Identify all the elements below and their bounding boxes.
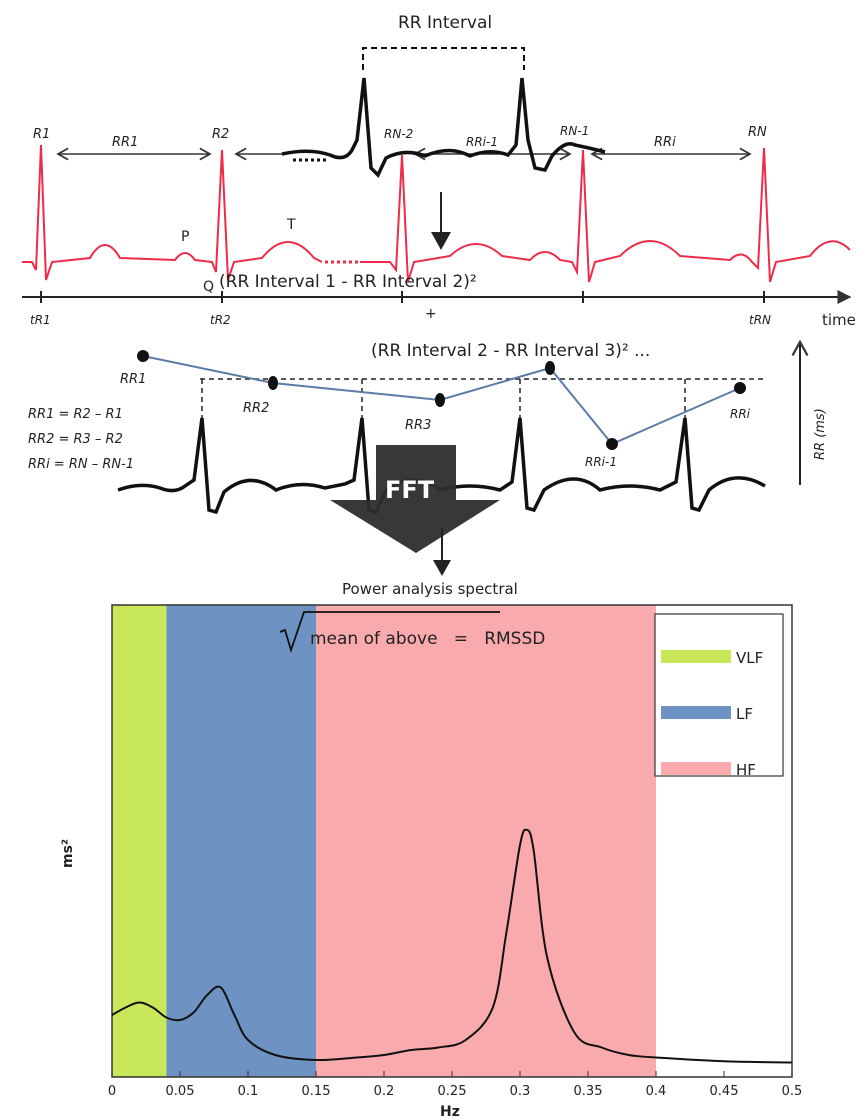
rn1-label: RN-1	[560, 124, 589, 138]
formula-line-1: (RR Interval 1 - RR Interval 2)²	[219, 272, 477, 292]
x-tick-label: 0.45	[710, 1084, 739, 1099]
tachogram-point	[734, 382, 746, 394]
x-tick-label: 0	[108, 1084, 116, 1099]
down-arrow-2-head	[433, 560, 451, 576]
r2-label: R2	[212, 127, 229, 142]
ecg-section: RR Interval P T Q R1 R2 RN-2 RN-1 RN RR1…	[22, 13, 856, 576]
spectrum-curve	[111, 828, 793, 1064]
band-lf	[166, 605, 316, 1077]
rr-ms-label: RR (ms)	[813, 408, 828, 460]
q-wave-label: Q	[203, 279, 214, 295]
legend-label-lf: LF	[736, 705, 753, 723]
equation-2: RR2 = R3 – R2	[28, 432, 123, 447]
x-tick-label: 0.35	[574, 1084, 603, 1099]
tach-rri1: RRi-1	[585, 455, 617, 469]
x-axis-label: Hz	[440, 1104, 460, 1120]
y-axis-label: ms²	[60, 839, 76, 868]
tach-rri: RRi	[730, 407, 751, 421]
power-spectrum-chart: Power analysis spectral 0 0.05 0.1 0.15 0.2 0…	[60, 580, 802, 1120]
tachogram-point	[606, 438, 618, 450]
ecg-trace-pink-2	[360, 147, 851, 283]
sqrt-symbol	[279, 611, 500, 653]
time-axis-label: time	[822, 311, 856, 329]
x-tick-label: 0.1	[238, 1084, 259, 1099]
legend-swatch-hf	[661, 762, 731, 775]
tach-rr1: RR1	[120, 372, 146, 387]
p-wave-label: P	[181, 229, 189, 245]
formula-line-2: (RR Interval 2 - RR Interval 3)² ...	[371, 341, 650, 361]
rr1-label: RR1	[112, 135, 138, 150]
legend-box	[654, 613, 784, 777]
legend-label-vlf: VLF	[736, 649, 763, 667]
ecg-trace-pink	[22, 144, 323, 281]
x-tick-label: 0.25	[438, 1084, 467, 1099]
fft-label: FFT	[385, 476, 435, 504]
x-tick-label: 0.5	[782, 1084, 803, 1099]
legend-swatch-lf	[661, 706, 731, 719]
down-arrow-1-head	[431, 232, 451, 250]
trn-label: tRN	[749, 313, 771, 327]
tachogram-drop-lines	[201, 379, 686, 418]
tach-rr2: RR2	[243, 401, 269, 416]
band-vlf	[112, 605, 167, 1077]
x-tick-label: 0.3	[510, 1084, 531, 1099]
equation-1: RR1 = R2 – R1	[28, 407, 123, 422]
tach-rr3: RR3	[405, 418, 431, 433]
tachogram-point	[545, 361, 555, 375]
tr2-label: tR2	[210, 313, 231, 327]
t-wave-label: T	[286, 217, 296, 233]
equation-3: RRi = RN – RN-1	[28, 457, 134, 472]
rmssd-formula: mean of above = RMSSD	[310, 629, 545, 649]
band-hf	[316, 605, 656, 1077]
formula-plus: +	[425, 306, 437, 322]
tachogram-point	[268, 376, 278, 390]
tachogram-point	[137, 350, 149, 362]
x-tick-label: 0.05	[166, 1084, 195, 1099]
rr-interval-bracket	[362, 47, 525, 70]
rri-label: RRi	[654, 135, 676, 150]
fft-arrow	[330, 445, 500, 553]
x-ticks: 0 0.05 0.1 0.15 0.2 0.25 0.3 0.35 0.4 0.45 0.5	[108, 1071, 802, 1099]
rri1-label: RRi-1	[466, 135, 498, 149]
r1-label: R1	[33, 127, 50, 142]
ecg-trace-black-top	[281, 77, 606, 178]
chart-title: Power analysis spectral	[342, 580, 518, 598]
tachogram-point	[435, 393, 445, 407]
rn2-label: RN-2	[384, 127, 413, 141]
x-tick-label: 0.4	[646, 1084, 667, 1099]
tr1-label: tR1	[30, 313, 51, 327]
legend-label-hf: HF	[736, 761, 756, 779]
rr-interval-title: RR Interval	[398, 13, 492, 33]
legend-swatch-vlf	[661, 650, 731, 663]
x-tick-label: 0.2	[374, 1084, 395, 1099]
tachogram-line	[142, 355, 741, 446]
rn-label: RN	[748, 125, 767, 140]
legend: VLF LF HF	[654, 613, 784, 779]
x-tick-label: 0.15	[302, 1084, 331, 1099]
frequency-bands	[112, 605, 656, 1077]
